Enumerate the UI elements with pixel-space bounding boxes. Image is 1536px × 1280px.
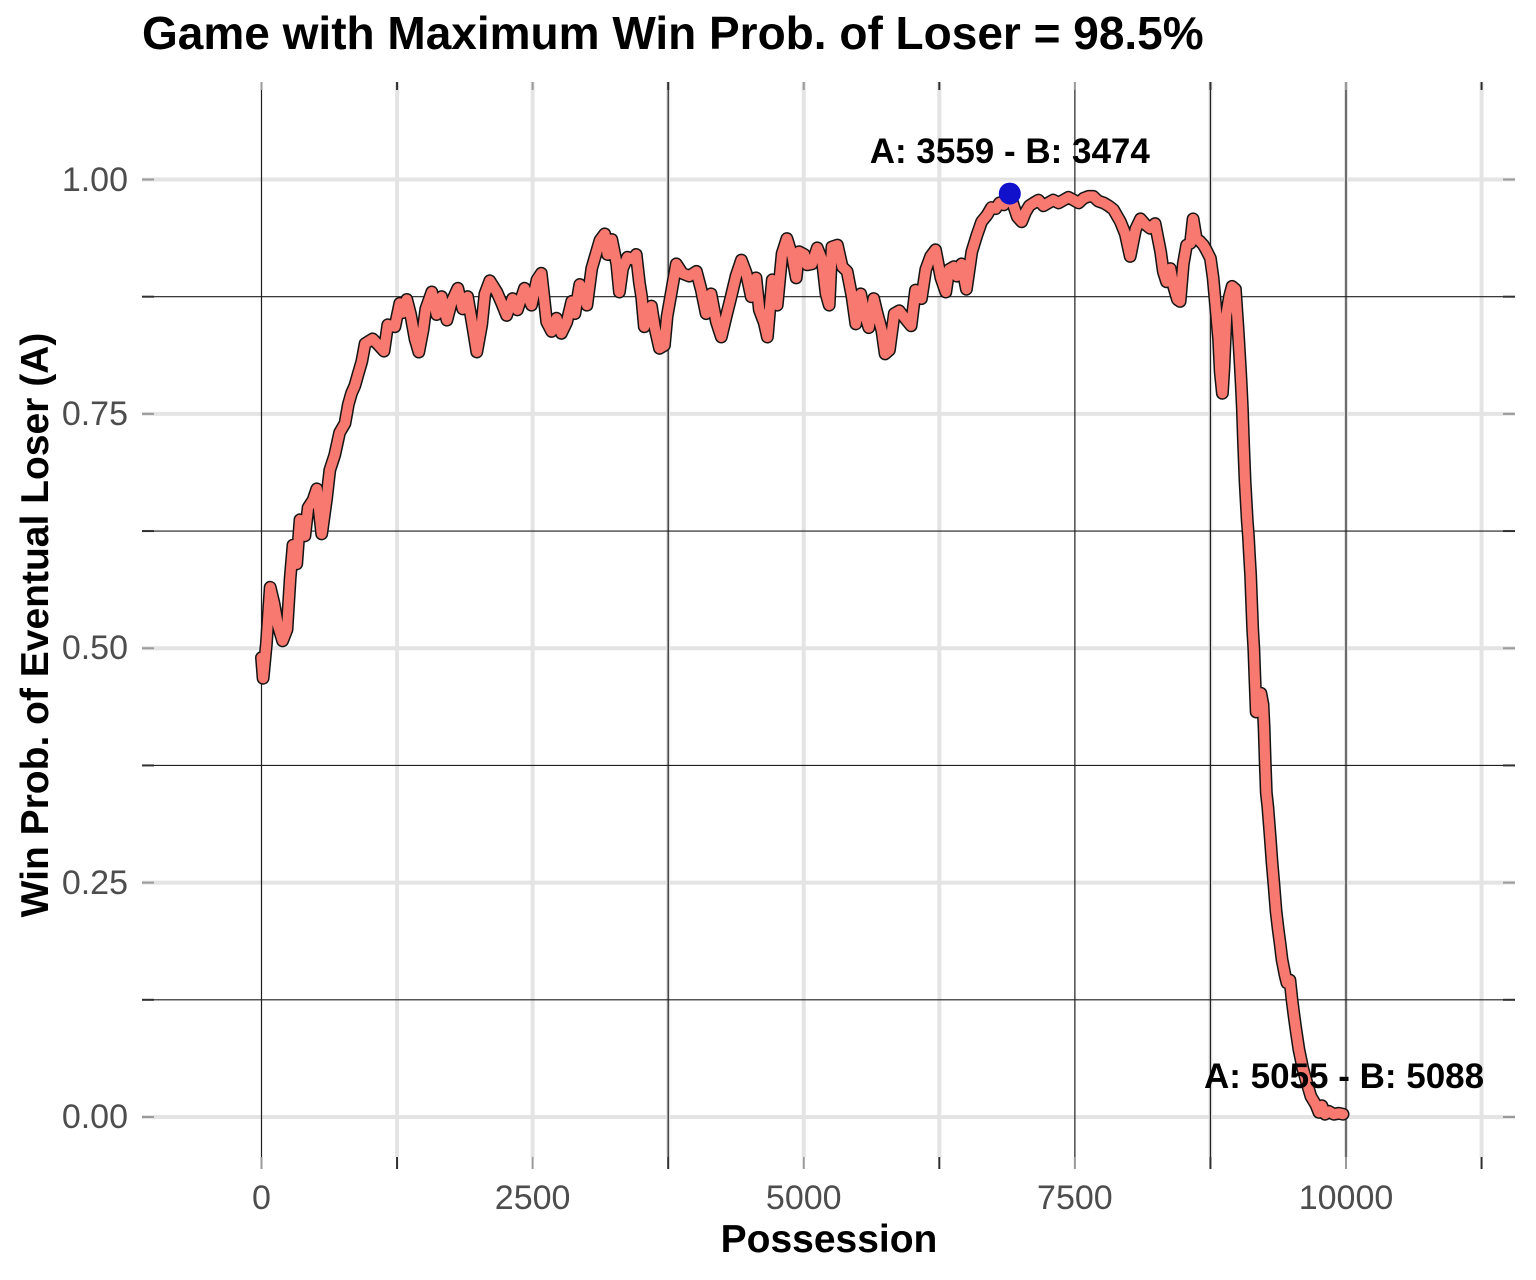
max-win-prob-dot	[998, 182, 1021, 205]
score-annotation: A: 5055 - B: 5088	[1203, 1056, 1485, 1096]
y-tick-label: 0.25	[61, 863, 128, 902]
x-tick-label: 10000	[1298, 1179, 1394, 1217]
y-tick-label: 0.50	[61, 629, 128, 668]
y-tick-label: 1.00	[61, 160, 128, 199]
score-annotation: A: 3559 - B: 3474	[869, 132, 1150, 172]
x-axis-title: Possession	[720, 1218, 938, 1261]
chart-title: Game with Maximum Win Prob. of Loser = 9…	[142, 7, 1204, 59]
win-prob-line	[256, 188, 1348, 1120]
x-tick-label: 5000	[765, 1179, 842, 1217]
x-tick-label: 0	[252, 1179, 271, 1217]
y-tick-label: 0.75	[61, 394, 128, 433]
x-tick-label: 2500	[494, 1179, 571, 1217]
y-tick-label: 0.00	[61, 1098, 128, 1136]
x-tick-label: 7500	[1037, 1179, 1113, 1217]
